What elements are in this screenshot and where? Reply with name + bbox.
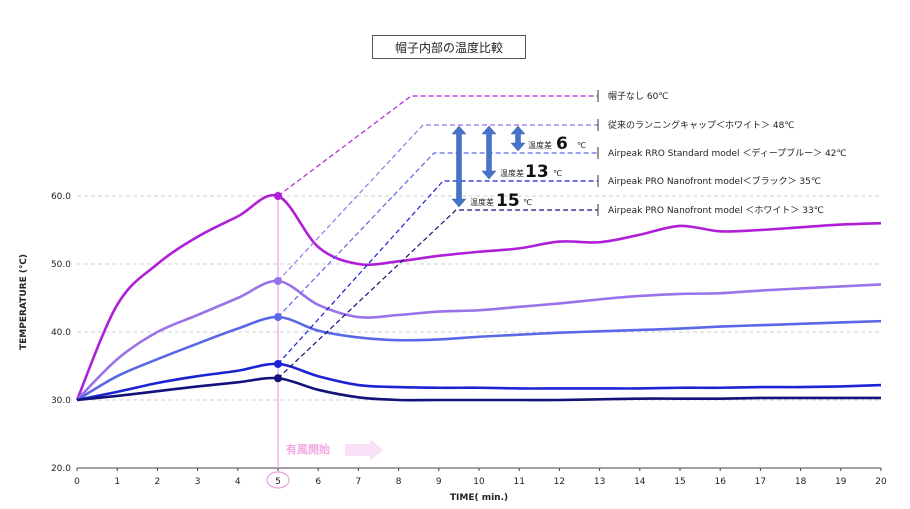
difference-arrow [481, 125, 497, 180]
y-tick-label: 40.0 [51, 328, 71, 338]
difference-value: 15 [496, 191, 520, 211]
difference-unit: ℃ [523, 198, 532, 207]
x-tick-label: 15 [674, 477, 685, 487]
x-tick-label: 3 [195, 477, 201, 487]
x-tick-label: 20 [875, 477, 887, 487]
series-line [75, 193, 882, 401]
x-tick-label: 8 [396, 477, 402, 487]
x-tick-label: 6 [315, 477, 321, 487]
x-tick-label: 14 [634, 477, 646, 487]
difference-prefix: 温度差 [500, 168, 524, 178]
series-line [76, 315, 882, 402]
x-tick-label: 9 [436, 477, 442, 487]
legend-entry: 従来のランニングキャップ＜ホワイト＞ 48℃ [608, 119, 794, 131]
wind-start-label: 有風開始 [286, 442, 330, 456]
x-tick-label: 18 [795, 477, 807, 487]
series-line [76, 376, 881, 402]
x-tick-label: 0 [74, 477, 80, 487]
x-tick-label: 11 [513, 477, 524, 487]
legend-leader [277, 124, 598, 282]
difference-value: 6 [556, 134, 568, 154]
y-axis-label: TEMPERATURE (℃) [19, 254, 29, 350]
legend-entry: Airpeak PRO Nanofront model ＜ホワイト＞ 33℃ [608, 205, 824, 216]
y-tick-label: 50.0 [51, 260, 71, 270]
legend-entry: Airpeak PRO Nanofront model＜ブラック＞ 35℃ [608, 175, 821, 187]
legend-entry: 帽子なし 60℃ [608, 90, 668, 102]
difference-arrow-6 [510, 125, 526, 152]
x-tick-label: 16 [714, 477, 726, 487]
legend-leader [277, 95, 598, 197]
legend: 帽子なし 60℃ 従来のランニングキャップ＜ホワイト＞ 48℃ Airpeak RR… [597, 90, 847, 216]
x-tick-labels: 0 1 2 3 4 5 6 7 8 9 10 11 12 13 14 15 16 17 18 19 20 [74, 477, 887, 487]
x-tick-label: 2 [155, 477, 161, 487]
y-tick-label: 60.0 [51, 192, 71, 202]
y-tick-labels: 20.0 30.0 40.0 50.0 60.0 [51, 192, 71, 474]
legend-leader [277, 152, 598, 318]
difference-value: 13 [525, 162, 549, 182]
difference-prefix: 温度差 [470, 197, 494, 207]
grid-lines [77, 195, 881, 401]
x-tick-label: 5 [275, 477, 281, 487]
difference-unit: ℃ [577, 141, 586, 150]
wind-arrow [345, 439, 383, 461]
x-tick-label: 10 [473, 477, 485, 487]
series-line [76, 279, 882, 401]
x-tick-label: 7 [356, 477, 362, 487]
x-tick-label: 13 [594, 477, 605, 487]
legend-leader [277, 209, 598, 379]
x-tick-label: 17 [755, 477, 766, 487]
legend-leader [277, 180, 598, 365]
series-line [76, 362, 882, 402]
axes [76, 467, 882, 471]
x-axis-label: TIME( min.) [450, 493, 508, 503]
difference-arrow-15 [451, 125, 467, 208]
difference-prefix: 温度差 [528, 140, 552, 150]
chart-title: 帽子内部の温度比較 [372, 35, 526, 59]
difference-unit: ℃ [553, 169, 562, 178]
legend-leader-lines [277, 95, 598, 379]
legend-entry: Airpeak RRO Standard model ＜ディープブルー＞ 42℃ [608, 147, 847, 159]
difference-arrow [451, 125, 467, 208]
wind-start-marker: 有風開始 [266, 191, 383, 489]
difference-arrow-13 [481, 125, 497, 180]
x-tick-label: 4 [235, 477, 241, 487]
y-tick-label: 30.0 [51, 396, 71, 406]
difference-arrow [510, 125, 526, 152]
x-tick-label: 19 [835, 477, 847, 487]
y-tick-label: 20.0 [51, 464, 71, 474]
series-lines [75, 192, 882, 402]
x-tick-label: 12 [554, 477, 565, 487]
x-tick-label: 1 [114, 477, 120, 487]
wind-start-tick-circle [266, 471, 290, 489]
